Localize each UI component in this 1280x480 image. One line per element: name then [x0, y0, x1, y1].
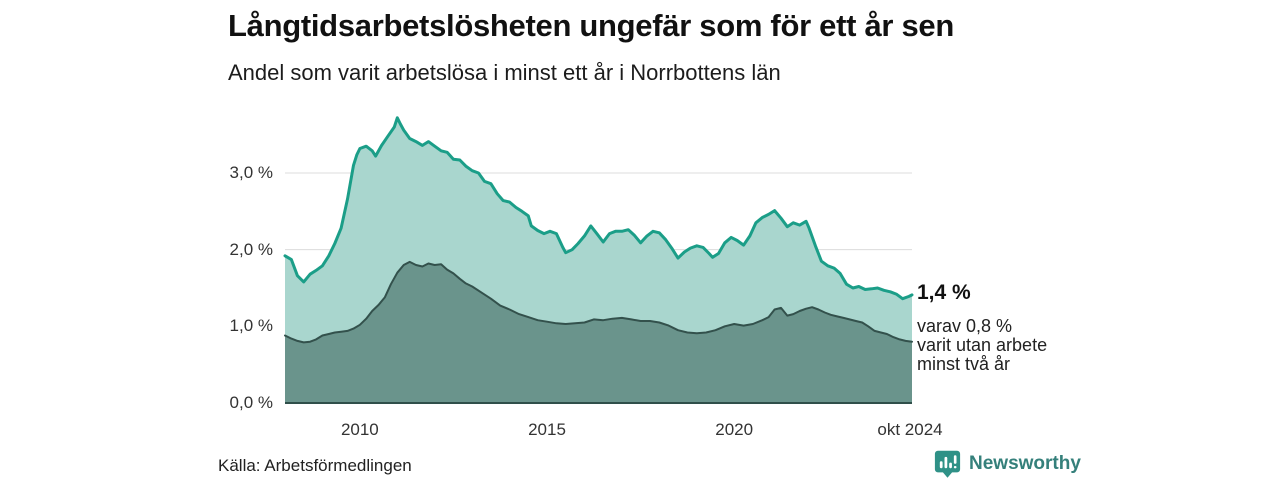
newsworthy-logo: Newsworthy [933, 449, 1081, 479]
x-axis-tick-label: 2015 [528, 420, 566, 439]
brand-name: Newsworthy [969, 453, 1081, 474]
end-sub-line-2: varit utan arbete [917, 335, 1048, 355]
end-value-label: 1,4 % [917, 281, 971, 304]
end-sub-line-1: varav 0,8 % [917, 316, 1013, 336]
source-credit: Källa: Arbetsförmedlingen [218, 456, 412, 475]
y-axis-tick-label: 3,0 % [229, 162, 273, 182]
x-axis-tick-label: okt 2024 [877, 420, 943, 439]
x-axis-tick-label: 2020 [715, 420, 754, 439]
y-axis-tick-label: 1,0 % [229, 316, 273, 336]
page-title: Långtidsarbetslösheten ungefär som för e… [228, 8, 955, 43]
x-axis-tick-label: 2010 [340, 420, 379, 439]
end-sub-label: varav 0,8 % varit utan arbete minst två … [917, 317, 1047, 374]
end-sub-line-3: minst två år [917, 354, 1011, 374]
y-axis-tick-label: 0,0 % [229, 393, 273, 412]
y-axis-tick-label: 2,0 % [229, 239, 273, 259]
bar-chart-bubble-icon [934, 450, 961, 478]
chart-subtitle: Andel som varit arbetslösa i minst ett å… [228, 60, 781, 85]
